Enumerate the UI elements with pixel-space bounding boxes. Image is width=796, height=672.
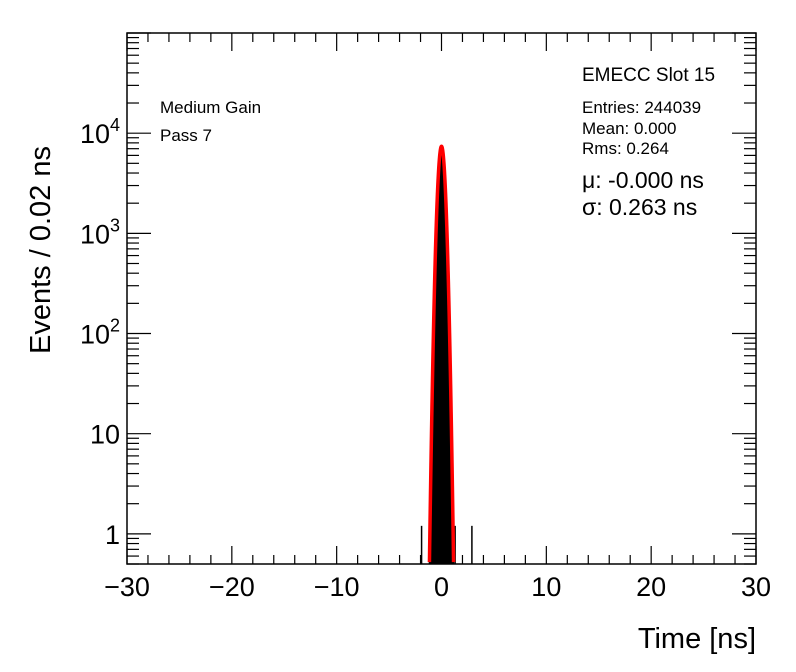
y-axis-label: Events / 0.02 ns bbox=[25, 146, 57, 354]
slot-label: EMECC Slot 15 bbox=[582, 65, 715, 86]
mu-label: μ: -0.000 ns bbox=[582, 167, 704, 193]
x-tick-label: −30 bbox=[104, 572, 150, 602]
x-tick-label: 30 bbox=[741, 572, 771, 602]
x-axis-label: Time [ns] bbox=[638, 623, 756, 655]
y-tick-label: 104 bbox=[80, 115, 120, 149]
x-tick-label: 10 bbox=[531, 572, 561, 602]
pass-label: Pass 7 bbox=[160, 126, 212, 145]
x-tick-label: −20 bbox=[209, 572, 255, 602]
x-tick-label: −10 bbox=[314, 572, 360, 602]
rms-label: Rms: 0.264 bbox=[582, 139, 669, 158]
y-tick-label: 103 bbox=[80, 215, 120, 249]
gain-label: Medium Gain bbox=[160, 98, 261, 117]
x-tick-label: 20 bbox=[636, 572, 666, 602]
y-tick-label: 102 bbox=[80, 316, 120, 350]
entries-label: Entries: 244039 bbox=[582, 98, 701, 117]
x-tick-label: 0 bbox=[434, 572, 449, 602]
mean-label: Mean: 0.000 bbox=[582, 119, 677, 138]
fit-layer bbox=[427, 144, 456, 563]
ticks-layer bbox=[126, 32, 757, 565]
fit-curve bbox=[427, 144, 456, 563]
y-tick-label: 1 bbox=[105, 520, 120, 550]
y-tick-label: 10 bbox=[90, 420, 120, 450]
sigma-label: σ: 0.263 ns bbox=[582, 194, 697, 220]
plot-frame bbox=[126, 32, 757, 565]
